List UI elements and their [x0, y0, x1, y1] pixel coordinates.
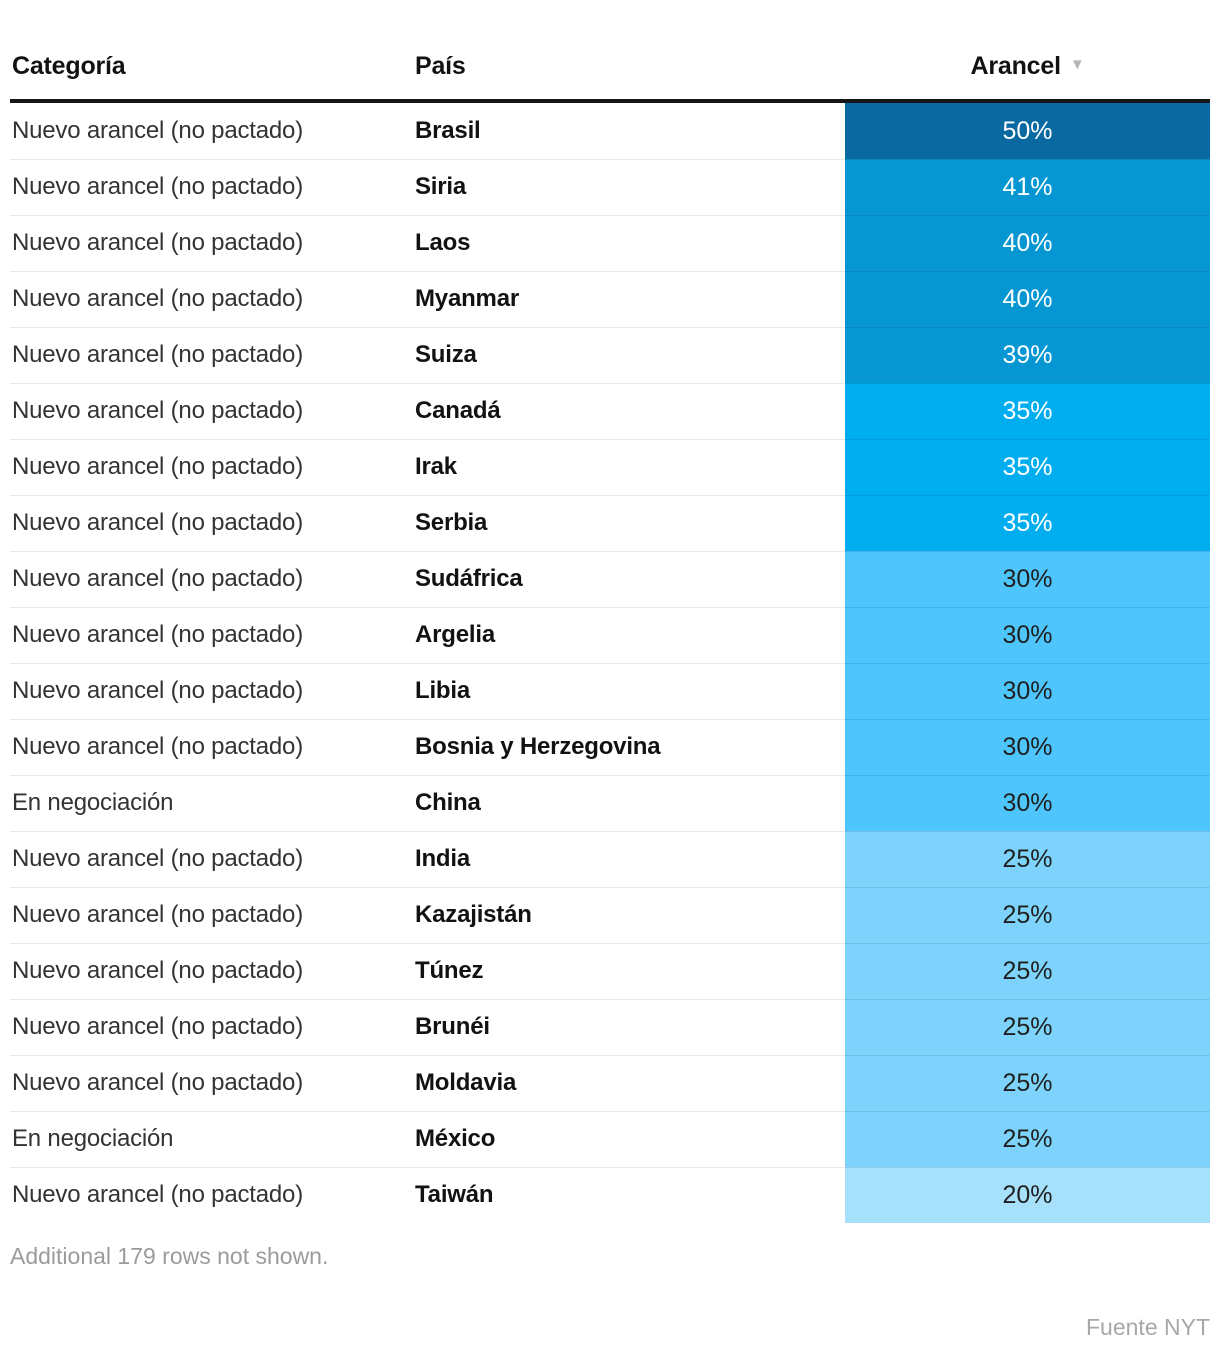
table-row: Nuevo arancel (no pactado) Suiza 39%: [10, 327, 1210, 383]
category-cell: Nuevo arancel (no pactado): [12, 341, 303, 368]
tariff-cell: 30%: [845, 551, 1210, 607]
table-row: Nuevo arancel (no pactado) India 25%: [10, 831, 1210, 887]
country-cell: Siria: [415, 173, 467, 200]
tariff-cell: 25%: [845, 1111, 1210, 1167]
tariff-cell: 30%: [845, 663, 1210, 719]
sort-descending-icon: ▼: [1069, 56, 1085, 73]
table-row: Nuevo arancel (no pactado) Laos 40%: [10, 215, 1210, 271]
tariff-cell: 35%: [845, 439, 1210, 495]
category-cell: En negociación: [12, 789, 174, 816]
tariff-cell: 25%: [845, 1055, 1210, 1111]
table-row: Nuevo arancel (no pactado) Serbia 35%: [10, 495, 1210, 551]
tariff-cell: 20%: [845, 1167, 1210, 1223]
category-cell: Nuevo arancel (no pactado): [12, 1069, 303, 1096]
tariff-cell: 41%: [845, 159, 1210, 215]
category-cell: Nuevo arancel (no pactado): [12, 509, 303, 536]
category-cell: Nuevo arancel (no pactado): [12, 901, 303, 928]
tariff-cell: 30%: [845, 607, 1210, 663]
tariff-cell: 25%: [845, 999, 1210, 1055]
category-cell: Nuevo arancel (no pactado): [12, 1013, 303, 1040]
tariff-cell: 40%: [845, 271, 1210, 327]
tariff-cell: 30%: [845, 719, 1210, 775]
table-row: Nuevo arancel (no pactado) Kazajistán 25…: [10, 887, 1210, 943]
country-cell: Sudáfrica: [415, 565, 523, 592]
country-cell: China: [415, 789, 481, 816]
column-header-arancel-label: Arancel: [970, 52, 1062, 80]
table-row: Nuevo arancel (no pactado) Taiwán 20%: [10, 1167, 1210, 1223]
tariff-cell: 25%: [845, 887, 1210, 943]
table-header-row: Categoría País Arancel ▼: [10, 34, 1210, 103]
country-cell: Suiza: [415, 341, 477, 368]
tariff-cell: 35%: [845, 495, 1210, 551]
tariff-cell: 50%: [845, 103, 1210, 159]
category-cell: Nuevo arancel (no pactado): [12, 453, 303, 480]
category-cell: Nuevo arancel (no pactado): [12, 621, 303, 648]
table-row: En negociación México 25%: [10, 1111, 1210, 1167]
table-body: Nuevo arancel (no pactado) Brasil 50% Nu…: [10, 103, 1210, 1223]
category-cell: Nuevo arancel (no pactado): [12, 117, 303, 144]
tariff-cell: 25%: [845, 831, 1210, 887]
country-cell: Serbia: [415, 509, 488, 536]
table-row: Nuevo arancel (no pactado) Bosnia y Herz…: [10, 719, 1210, 775]
category-cell: Nuevo arancel (no pactado): [12, 285, 303, 312]
column-header-pais[interactable]: País: [415, 52, 466, 80]
country-cell: Canadá: [415, 397, 501, 424]
country-cell: Taiwán: [415, 1181, 494, 1208]
category-cell: Nuevo arancel (no pactado): [12, 565, 303, 592]
table-row: En negociación China 30%: [10, 775, 1210, 831]
category-cell: Nuevo arancel (no pactado): [12, 229, 303, 256]
country-cell: Myanmar: [415, 285, 519, 312]
table-row: Nuevo arancel (no pactado) Brunéi 25%: [10, 999, 1210, 1055]
country-cell: Moldavia: [415, 1069, 517, 1096]
country-cell: Brunéi: [415, 1013, 490, 1040]
table-row: Nuevo arancel (no pactado) Libia 30%: [10, 663, 1210, 719]
category-cell: Nuevo arancel (no pactado): [12, 677, 303, 704]
column-header-categoria[interactable]: Categoría: [12, 52, 126, 80]
table-row: Nuevo arancel (no pactado) Siria 41%: [10, 159, 1210, 215]
country-cell: Kazajistán: [415, 901, 532, 928]
country-cell: Libia: [415, 677, 471, 704]
country-cell: India: [415, 845, 471, 872]
table-row: Nuevo arancel (no pactado) Moldavia 25%: [10, 1055, 1210, 1111]
table-row: Nuevo arancel (no pactado) Argelia 30%: [10, 607, 1210, 663]
tariff-cell: 25%: [845, 943, 1210, 999]
category-cell: Nuevo arancel (no pactado): [12, 845, 303, 872]
table-row: Nuevo arancel (no pactado) Túnez 25%: [10, 943, 1210, 999]
table-row: Nuevo arancel (no pactado) Sudáfrica 30%: [10, 551, 1210, 607]
country-cell: Brasil: [415, 117, 481, 144]
category-cell: En negociación: [12, 1125, 174, 1152]
country-cell: Bosnia y Herzegovina: [415, 733, 661, 760]
rows-not-shown-note: Additional 179 rows not shown.: [10, 1243, 329, 1269]
table-row: Nuevo arancel (no pactado) Canadá 35%: [10, 383, 1210, 439]
country-cell: México: [415, 1125, 496, 1152]
country-cell: Laos: [415, 229, 471, 256]
category-cell: Nuevo arancel (no pactado): [12, 957, 303, 984]
table-row: Nuevo arancel (no pactado) Brasil 50%: [10, 103, 1210, 159]
category-cell: Nuevo arancel (no pactado): [12, 1181, 303, 1208]
tariff-cell: 40%: [845, 215, 1210, 271]
category-cell: Nuevo arancel (no pactado): [12, 173, 303, 200]
table-row: Nuevo arancel (no pactado) Myanmar 40%: [10, 271, 1210, 327]
country-cell: Túnez: [415, 957, 484, 984]
column-header-arancel[interactable]: Arancel ▼: [845, 52, 1210, 81]
table-row: Nuevo arancel (no pactado) Irak 35%: [10, 439, 1210, 495]
tariff-cell: 30%: [845, 775, 1210, 831]
category-cell: Nuevo arancel (no pactado): [12, 397, 303, 424]
country-cell: Argelia: [415, 621, 495, 648]
tariff-cell: 39%: [845, 327, 1210, 383]
tariff-cell: 35%: [845, 383, 1210, 439]
country-cell: Irak: [415, 453, 457, 480]
source-credit: Fuente NYT: [1086, 1314, 1210, 1340]
category-cell: Nuevo arancel (no pactado): [12, 733, 303, 760]
